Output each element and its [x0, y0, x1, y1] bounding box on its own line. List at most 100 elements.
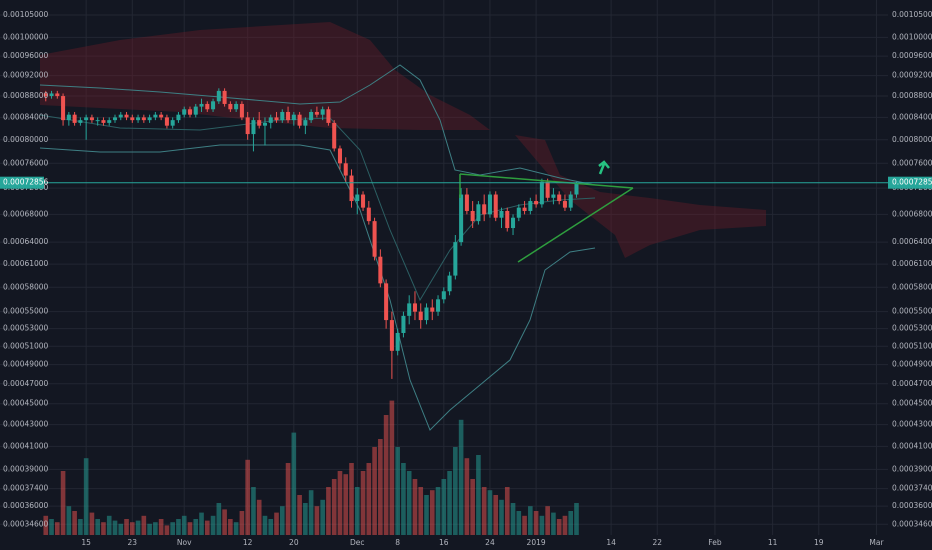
y-tick-label: 0.00088000	[3, 91, 49, 100]
volume-bar	[158, 519, 164, 535]
volume-bar	[522, 515, 527, 535]
candle-body	[366, 207, 371, 222]
candle-body	[84, 117, 89, 121]
candle-body	[176, 114, 181, 121]
volume-bar	[95, 519, 100, 535]
candle-body	[557, 194, 562, 202]
volume-bar	[164, 525, 170, 535]
volume-bar	[418, 487, 424, 535]
last-price-label: 0.00072856	[3, 178, 49, 187]
candle-body	[251, 120, 256, 135]
volume-bar	[66, 506, 72, 535]
candle-body	[193, 106, 198, 115]
volume-bar	[429, 490, 435, 535]
y-tick-label: 0.00076000	[3, 158, 49, 167]
volume-bar	[43, 515, 49, 535]
volume-bar	[516, 511, 522, 535]
candle-body	[187, 109, 193, 115]
volume-bar	[366, 463, 372, 535]
x-tick-label: 2019	[527, 538, 546, 547]
y-tick-label: 0.00037400	[892, 484, 932, 493]
x-tick-label: 19	[814, 538, 824, 547]
y-tick-label: 0.00055000	[3, 307, 49, 316]
candle-body	[136, 117, 141, 121]
volume-bar	[424, 495, 429, 535]
y-tick-label: 0.00049000	[3, 360, 49, 369]
candle-body	[482, 204, 487, 215]
volume-bar	[539, 515, 545, 535]
candle-body	[470, 210, 475, 222]
candle-body	[568, 194, 573, 208]
y-tick-label: 0.00076000	[892, 158, 932, 167]
candle-body	[453, 242, 458, 276]
volume-bar	[210, 515, 216, 535]
candle-body	[234, 103, 239, 110]
candle-body	[147, 117, 152, 121]
y-tick-label: 0.00043000	[3, 420, 49, 429]
y-tick-label: 0.00061000	[3, 259, 49, 268]
x-tick-label: 8	[395, 538, 400, 547]
volume-bar	[153, 522, 158, 535]
volume-bar	[326, 487, 331, 535]
volume-bar	[262, 515, 268, 535]
volume-bar	[464, 458, 470, 535]
candle-body	[343, 163, 348, 176]
candle-body	[245, 117, 250, 135]
y-tick-label: 0.00084000	[892, 112, 932, 121]
volume-bar	[354, 487, 360, 535]
y-tick-label: 0.00088000	[892, 91, 932, 100]
y-tick-label: 0.00100000	[892, 32, 932, 41]
volume-bar	[331, 479, 337, 535]
candle-body	[66, 114, 71, 121]
y-tick-label: 0.00051000	[3, 341, 49, 350]
last-price-label: 0.00072856	[892, 178, 932, 187]
candle-body	[112, 117, 118, 121]
volume-bar	[216, 503, 222, 535]
candle-body	[182, 109, 187, 115]
volume-bar	[533, 511, 539, 535]
volume-bar	[574, 503, 579, 535]
y-tick-label: 0.00105000	[892, 10, 932, 19]
candle-body	[78, 120, 83, 123]
y-tick-label: 0.00045000	[892, 399, 932, 408]
candle-body	[211, 101, 216, 110]
volume-bar	[101, 522, 106, 535]
volume-bar	[510, 503, 516, 535]
candle-body	[511, 217, 516, 229]
volume-bar	[222, 509, 227, 535]
x-tick-label: 11	[768, 538, 778, 547]
candle-body	[72, 114, 77, 123]
candle-body	[303, 120, 308, 126]
volume-bar	[124, 519, 129, 535]
x-tick-label: 20	[289, 538, 299, 547]
trendline	[517, 187, 634, 263]
volume-bar	[343, 474, 349, 535]
candle-body	[49, 93, 54, 97]
candle-body	[43, 93, 48, 97]
y-tick-label: 0.00045000	[3, 399, 49, 408]
y-tick-label: 0.00064000	[3, 237, 49, 246]
last-price-box	[0, 176, 44, 189]
candle-body	[216, 90, 221, 102]
candle-body	[355, 194, 360, 202]
volume-bar	[251, 487, 256, 535]
volume-bar	[274, 512, 279, 535]
cloud	[515, 135, 766, 258]
candle-body	[389, 320, 394, 351]
y-tick-label: 0.00100000	[3, 32, 49, 41]
volume-bar	[141, 515, 147, 535]
volume-bar	[279, 506, 285, 535]
volume-bar	[181, 515, 187, 535]
y-tick-label: 0.00036000	[3, 501, 49, 510]
candle-body	[545, 181, 550, 198]
y-tick-label: 0.00080000	[892, 135, 932, 144]
last-price-box	[888, 176, 932, 189]
volume-bar	[54, 522, 60, 535]
y-tick-label: 0.00055000	[892, 307, 932, 316]
volume-bar	[170, 522, 175, 535]
candle-body	[95, 120, 100, 122]
volume-bar	[308, 490, 314, 535]
x-tick-label: 12	[243, 538, 253, 547]
candle-body	[459, 194, 464, 243]
volume-bar	[562, 515, 568, 535]
